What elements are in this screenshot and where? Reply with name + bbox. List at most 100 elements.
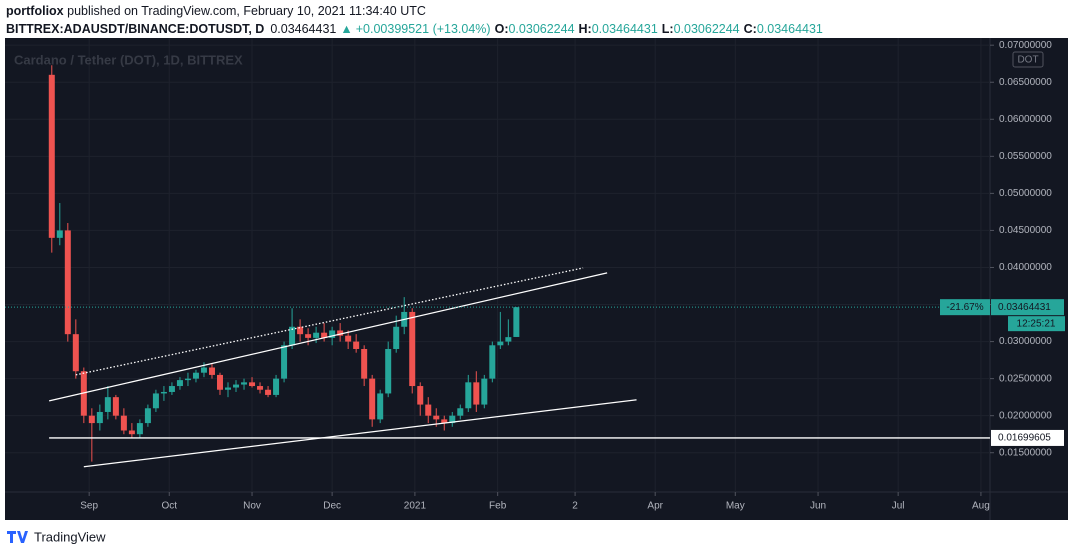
open: 0.03062244 (508, 22, 574, 36)
candle-body (176, 380, 183, 387)
candle-body (56, 230, 63, 238)
y-tick-label: 0.05000000 (999, 188, 1052, 199)
price-label: 0.03464431 (998, 302, 1051, 313)
change: +0.00399521 (+13.04%) (356, 22, 491, 36)
candle-body (128, 430, 135, 435)
quote-line: BITTREX:ADAUSDT/BINANCE:DOTUSDT, D 0.0346… (6, 22, 823, 36)
currency-box (1012, 51, 1044, 68)
candle-body (409, 311, 416, 387)
candle-body (377, 393, 384, 420)
candle-body (241, 382, 248, 385)
x-tick-label: Feb (489, 501, 507, 512)
candle-body (152, 393, 159, 409)
x-tick-label: Sep (80, 501, 98, 512)
candle-body (273, 378, 280, 395)
candle-body (449, 415, 456, 424)
candle-body (297, 326, 304, 335)
currency: DOT (1017, 55, 1038, 66)
candle-body (345, 335, 352, 342)
watermark-title: Cardano / Tether (DOT), 1D, BITTREX (14, 52, 243, 67)
y-tick-label: 0.01500000 (999, 447, 1052, 458)
candle-body (489, 345, 496, 379)
candle-body (481, 378, 488, 405)
countdown: 12:25:21 (1017, 318, 1056, 329)
x-tick-label: Nov (243, 501, 261, 512)
candle-body (96, 411, 103, 424)
candle-body (233, 384, 240, 388)
candle-body (369, 378, 376, 420)
horizontal-line-box (991, 429, 1064, 446)
y-tick-label: 0.05500000 (999, 151, 1052, 162)
price-box (991, 299, 1064, 316)
candle-body (393, 326, 400, 349)
y-tick-label: 0.04500000 (999, 225, 1052, 236)
candle-body (104, 397, 111, 412)
candle-body (337, 330, 344, 336)
candle-body (353, 341, 360, 349)
candle-body (433, 415, 440, 420)
candle-body (160, 391, 167, 394)
y-tick-label: 0.07000000 (999, 40, 1052, 51)
candle-body (136, 423, 143, 435)
y-tick-label: 0.04000000 (999, 262, 1052, 273)
candle-body (473, 382, 480, 405)
brand-logo (7, 531, 28, 543)
change-label: -21.67% (946, 302, 983, 313)
y-tick-label: 0.02500000 (999, 373, 1052, 384)
candle-body (505, 337, 512, 342)
trendline (83, 399, 637, 468)
x-tick-label: 2 (572, 501, 578, 512)
x-tick-label: Jun (810, 501, 826, 512)
y-tick-label: 0.06000000 (999, 114, 1052, 125)
candle-body (265, 389, 272, 395)
candle-body (208, 367, 215, 375)
candle-body (216, 374, 223, 390)
candle-body (168, 386, 175, 392)
horizontal-line-label: 0.01699605 (998, 433, 1051, 444)
candle-body (385, 348, 392, 394)
candle-body (417, 386, 424, 405)
brand: TradingView (7, 529, 106, 544)
candle-body (192, 372, 199, 379)
candle-body (184, 378, 191, 381)
brand-name: TradingView (34, 529, 106, 544)
x-tick-label: Dec (323, 501, 341, 512)
h-label: H: (579, 22, 592, 36)
countdown-box (1008, 316, 1065, 332)
candle-body (313, 332, 320, 338)
arrow: ▲ (340, 22, 352, 36)
candle-body (425, 404, 432, 416)
candle-body (225, 387, 232, 390)
x-tick-label: May (726, 501, 745, 512)
candle-body (112, 397, 119, 416)
c-label: C: (744, 22, 757, 36)
candle-body (329, 330, 336, 338)
candle-body (257, 386, 264, 390)
x-tick-label: Apr (647, 501, 663, 512)
candle-body (289, 326, 296, 346)
last: 0.03464431 (270, 22, 336, 36)
candle-body (305, 334, 312, 338)
candle-body (281, 345, 288, 379)
chart-background (5, 38, 1068, 520)
candle-body (497, 341, 504, 346)
candle-body (120, 415, 127, 431)
y-tick-label: 0.06500000 (999, 77, 1052, 88)
candle-body (200, 367, 207, 373)
o-label: O: (495, 22, 509, 36)
candle-body (48, 74, 55, 238)
candle-body (513, 307, 520, 337)
y-tick-label: 0.03000000 (999, 336, 1052, 347)
x-tick-label: Oct (161, 501, 177, 512)
change-box (940, 299, 990, 316)
candle-body (457, 408, 464, 416)
candle-body (361, 348, 368, 379)
candle-body (64, 230, 71, 335)
l-label: L: (662, 22, 674, 36)
x-tick-label: Aug (972, 501, 990, 512)
x-tick-label: Jul (892, 501, 905, 512)
published: published on TradingView.com, February 1… (64, 4, 426, 18)
author: portfoliox (6, 4, 64, 18)
low: 0.03062244 (674, 22, 740, 36)
